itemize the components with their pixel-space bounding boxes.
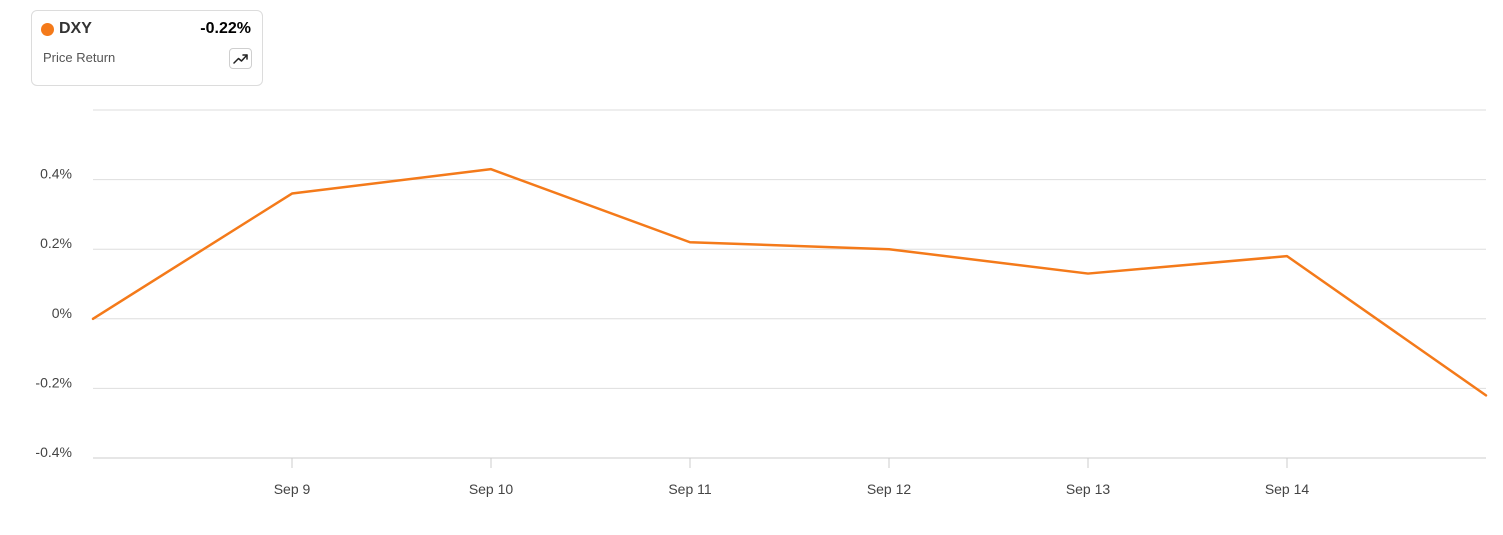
y-tick-label: 0.2%	[40, 235, 72, 251]
chart-type-toggle-button[interactable]	[229, 48, 252, 69]
x-tick-label: Sep 14	[1265, 481, 1310, 497]
trending-up-icon	[233, 54, 248, 64]
legend-card-dxy[interactable]: DXY -0.22% Price Return	[31, 10, 263, 86]
y-tick-label: -0.4%	[35, 444, 72, 460]
y-tick-label: 0.4%	[40, 166, 72, 182]
x-tick-label: Sep 12	[867, 481, 912, 497]
series-color-dot	[41, 23, 54, 36]
x-tick-label: Sep 13	[1066, 481, 1111, 497]
legend-symbol: DXY	[59, 20, 92, 37]
x-tick-label: Sep 11	[668, 481, 712, 497]
legend-change-value: -0.22%	[200, 20, 251, 37]
x-tick-label: Sep 10	[469, 481, 514, 497]
y-tick-label: 0%	[52, 305, 72, 321]
y-tick-label: -0.2%	[35, 374, 72, 390]
series-line-dxy	[91, 167, 1488, 397]
x-tick-label: Sep 9	[274, 481, 311, 497]
legend-metric-label: Price Return	[43, 50, 116, 65]
